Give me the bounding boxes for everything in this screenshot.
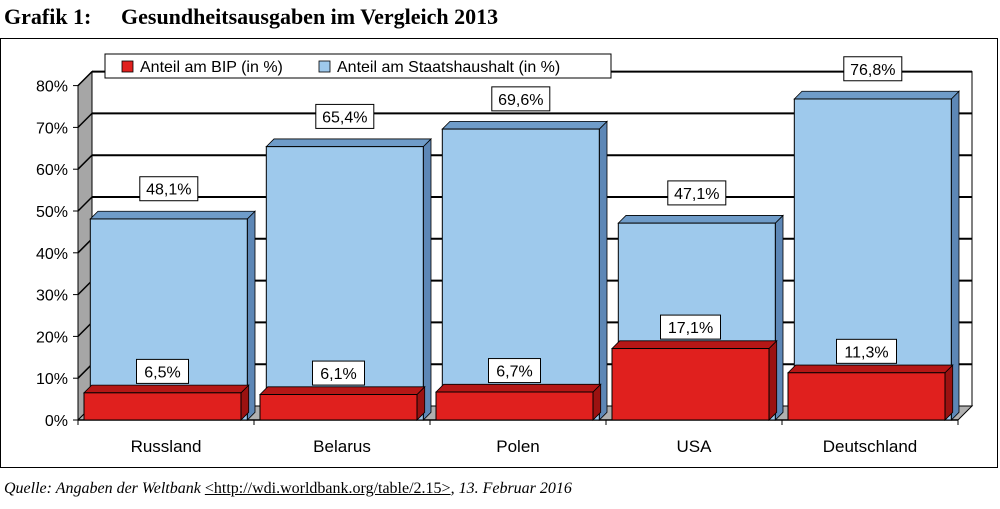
legend-label-bip: Anteil am BIP (in %) [140, 59, 283, 76]
data-label-bip: 6,7% [496, 364, 532, 381]
data-label-bip-box [660, 314, 721, 340]
bar-staatshaushalt-top [89, 210, 256, 220]
legend-swatch-staatshaushalt [318, 60, 331, 73]
bar-bip [259, 394, 418, 421]
gridline-side [77, 363, 93, 379]
bar-bip-top [435, 383, 602, 393]
y-tick-label: 70% [36, 120, 68, 137]
y-tick-label: 80% [36, 79, 68, 96]
data-label-staatshaushalt-box [139, 176, 199, 202]
bar-bip [611, 348, 770, 421]
data-label-staatshaushalt: 76,8% [850, 62, 895, 79]
legend-box [104, 53, 612, 79]
data-label-staatshaushalt: 48,1% [146, 182, 191, 199]
chart-frame [0, 38, 998, 468]
data-label-staatshaushalt-box [667, 180, 727, 206]
data-label-staatshaushalt-box [491, 86, 551, 112]
data-label-bip: 6,5% [144, 364, 180, 381]
legend-swatch-bip [121, 60, 134, 73]
bar-bip-top [83, 384, 250, 394]
bar-bip-top [611, 340, 778, 349]
data-label-staatshaushalt-box [843, 56, 903, 82]
bar-bip [435, 391, 594, 421]
data-label-bip-box [836, 338, 897, 364]
source-suffix: , 13. Februar 2016 [450, 480, 572, 497]
bar-staatshaushalt-top [265, 138, 432, 148]
legend-label-staatshaushalt: Anteil am Staatshaushalt (in %) [337, 59, 560, 76]
y-tick-label: 0% [45, 413, 68, 430]
source-prefix: Quelle: Angaben der Weltbank [4, 480, 201, 497]
data-label-bip-box [136, 358, 189, 384]
data-label-bip: 6,1% [320, 366, 356, 383]
data-label-staatshaushalt-box [315, 103, 375, 129]
gridline-side [77, 71, 93, 87]
bar-bip-side [768, 339, 778, 421]
x-tick-label: Polen [496, 437, 539, 456]
bar-staatshaushalt-top [441, 120, 608, 130]
y-tick-label: 20% [36, 329, 68, 346]
gridline-side [77, 154, 93, 170]
y-tick-label: 30% [36, 288, 68, 305]
chart-title: Grafik 1: Gesundheitsausgaben im Vergleic… [4, 4, 498, 30]
bar-bip-top [787, 364, 954, 374]
data-label-bip: 17,1% [668, 320, 713, 337]
x-tick-label: Russland [131, 437, 202, 456]
bar-bip-top [259, 386, 426, 395]
bar-staatshaushalt-side [422, 137, 432, 421]
data-label-staatshaushalt: 65,4% [322, 109, 367, 126]
gridline-side [77, 196, 93, 212]
bar-bip [787, 372, 946, 421]
data-label-bip-box [488, 358, 541, 384]
gridline-side [77, 238, 93, 254]
bar-staatshaushalt-side [598, 120, 608, 421]
y-tick-label: 50% [36, 204, 68, 221]
source-note: Quelle: Angaben der Weltbank <http://wdi… [4, 480, 572, 498]
x-tick-label: Belarus [313, 437, 371, 456]
data-label-staatshaushalt: 47,1% [674, 186, 719, 203]
x-tick-label: USA [677, 437, 713, 456]
bar-staatshaushalt-top [617, 215, 784, 224]
data-label-bip-box [312, 360, 365, 386]
gridline-side [77, 321, 93, 337]
chart-title-number: Grafik 1: [4, 4, 92, 29]
gridline-side [77, 112, 93, 128]
y-tick-label: 40% [36, 246, 68, 263]
y-tick-label: 60% [36, 162, 68, 179]
bar-bip [83, 392, 242, 421]
bar-staatshaushalt-top [793, 90, 960, 100]
data-label-bip: 11,3% [844, 344, 888, 361]
x-tick-label: Deutschland [823, 437, 918, 456]
data-label-staatshaushalt: 69,6% [498, 92, 543, 109]
source-link[interactable]: <http://wdi.worldbank.org/table/2.15> [204, 480, 451, 497]
chart-title-text: Gesundheitsausgaben im Vergleich 2013 [121, 4, 499, 29]
gridline-side [77, 280, 93, 296]
y-tick-label: 10% [36, 371, 68, 388]
bar-bip-side [944, 364, 954, 421]
